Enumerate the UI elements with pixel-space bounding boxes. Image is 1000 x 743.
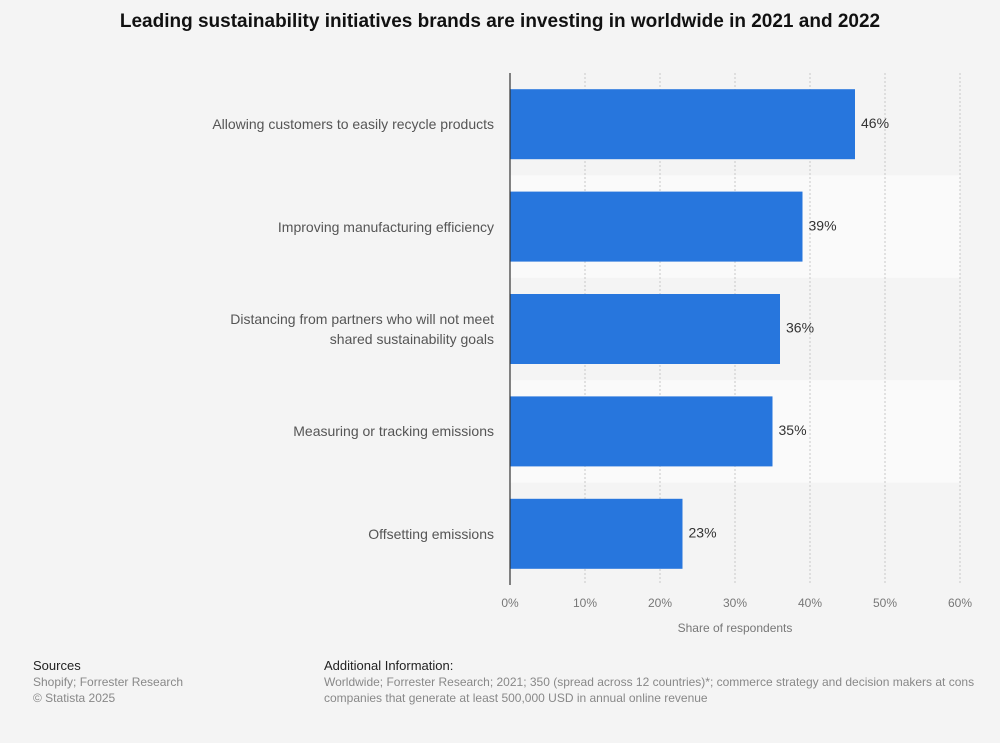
x-tick-label: 50% — [873, 596, 897, 610]
x-axis-title: Share of respondents — [678, 621, 793, 635]
bar — [510, 396, 773, 467]
info-line: companies that generate at least 500,000… — [324, 691, 708, 705]
bar — [510, 294, 780, 364]
category-label: Allowing customers to easily recycle pro… — [212, 116, 494, 133]
category-label: Improving manufacturing efficiency — [277, 218, 494, 235]
bar — [510, 498, 683, 569]
x-tick-label: 30% — [723, 596, 747, 610]
x-tick-label: 10% — [573, 596, 597, 610]
plot: 0% 10% 20% 30% 40% 50% 60% 46% 39% 36% 35% 23% — [501, 73, 972, 610]
info-line: Worldwide; Forrester Research; 2021; 350… — [324, 675, 975, 689]
x-tick-label: 40% — [798, 596, 822, 610]
copyright: © Statista 2025 — [33, 691, 116, 705]
bar — [510, 191, 803, 262]
value-label: 23% — [689, 525, 717, 541]
x-tick-label: 0% — [501, 596, 519, 610]
sources-title: Sources — [33, 658, 81, 673]
value-label: 39% — [809, 217, 837, 233]
x-tick-label: 60% — [948, 596, 972, 610]
chart-title: Leading sustainability initiatives brand… — [120, 11, 880, 32]
category-label: Distancing from partners who will not me… — [230, 311, 494, 347]
category-label: Offsetting emissions — [368, 525, 494, 542]
category-label: Measuring or tracking emissions — [293, 423, 494, 440]
sources: Shopify; Forrester Research — [33, 675, 184, 689]
info-title: Additional Information: — [324, 658, 454, 673]
x-tick-label: 20% — [648, 596, 672, 610]
value-label: 35% — [779, 422, 807, 438]
bar — [510, 89, 855, 160]
value-label: 36% — [786, 320, 814, 336]
value-label: 46% — [861, 115, 889, 131]
